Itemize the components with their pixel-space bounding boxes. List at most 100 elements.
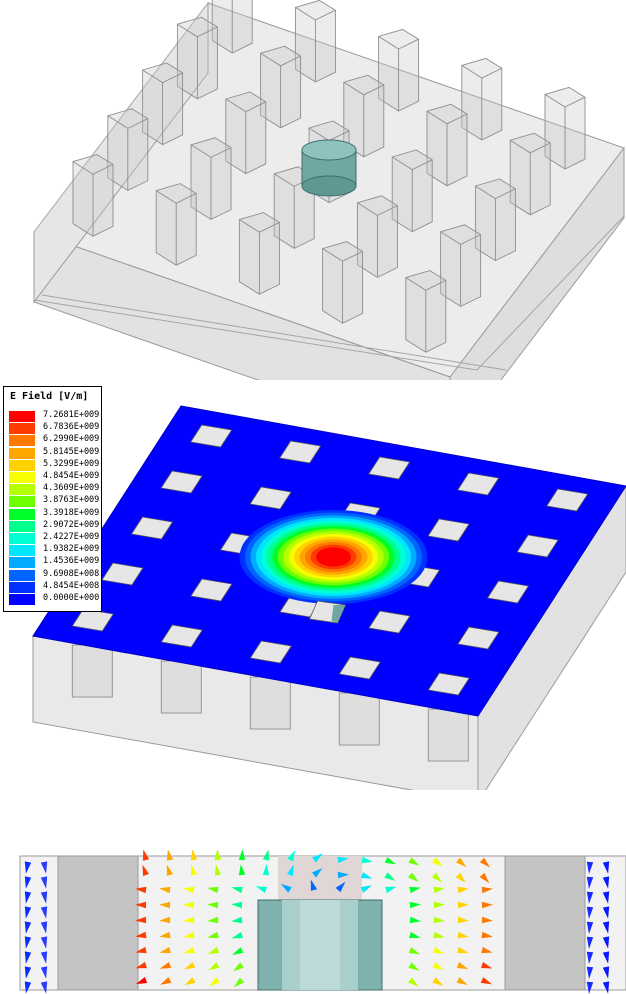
geometry-view[interactable]	[0, 0, 626, 380]
field-arrow	[208, 962, 220, 971]
field-arrow	[238, 850, 246, 861]
field-arrow	[24, 951, 32, 964]
field-arrow	[233, 977, 245, 988]
legend-swatch	[9, 594, 35, 605]
via-hole	[160, 624, 203, 648]
field-arrow	[360, 885, 372, 893]
field-arrow	[337, 871, 349, 879]
field-arrow	[231, 901, 243, 909]
field-arrow	[409, 916, 421, 924]
field-plot-view[interactable]	[0, 380, 626, 790]
via-post	[190, 137, 232, 220]
via-post	[378, 28, 420, 112]
field-arrow	[481, 946, 493, 954]
via-hole	[249, 640, 292, 664]
field-arrow	[184, 977, 196, 986]
edge-line	[33, 215, 625, 371]
via-post	[176, 16, 218, 100]
field-arrow	[183, 886, 195, 894]
legend-row: 5.8145E+009	[9, 447, 99, 459]
field-arrow	[287, 850, 296, 862]
substrate-right-face	[449, 146, 625, 380]
field-arrow	[586, 981, 594, 994]
substrate-wireframe	[33, 0, 625, 380]
field-arrow	[24, 876, 32, 889]
field-arrow	[160, 977, 172, 985]
field-arrow	[207, 916, 219, 924]
legend-value: 4.8454E+008	[43, 580, 100, 591]
field-arrow	[384, 872, 396, 881]
field-arrow	[456, 977, 468, 985]
via-post	[426, 103, 468, 187]
via-post	[343, 74, 385, 158]
legend-swatch	[9, 496, 35, 508]
legend-value: 5.3299E+009	[43, 458, 100, 469]
field-arrow	[135, 946, 147, 954]
legend-value: 3.3918E+009	[43, 507, 100, 518]
via-post	[260, 45, 302, 129]
field-arrow	[231, 886, 243, 894]
legend-swatch	[9, 484, 35, 496]
field-arrow	[40, 921, 48, 934]
field-arrow	[207, 931, 219, 939]
via-hole	[190, 578, 233, 602]
field-arrow	[408, 962, 420, 971]
field-arrow	[135, 886, 147, 894]
field-arrow	[310, 879, 318, 891]
legend-row: 6.2990E+009	[9, 434, 99, 447]
feed-cylinder-highlight	[300, 900, 340, 990]
field-arrow	[360, 872, 373, 879]
via-hole	[516, 534, 559, 558]
field-arrow	[481, 931, 493, 939]
field-arrow	[409, 886, 421, 894]
field-arrow	[166, 850, 174, 861]
legend-swatch	[9, 569, 35, 581]
field-arrow	[262, 864, 270, 876]
via-post	[294, 0, 336, 83]
field-arrow	[481, 901, 493, 909]
field-arrow	[40, 876, 48, 889]
via-hole	[427, 518, 470, 542]
field-arrow	[159, 962, 172, 969]
field-arrow	[183, 901, 195, 909]
field-arrow	[480, 977, 493, 985]
field-arrow	[142, 864, 149, 876]
vector-field-view[interactable]	[0, 850, 626, 994]
field-arrow	[456, 962, 469, 970]
field-arrow	[40, 951, 48, 964]
via-post	[405, 270, 447, 353]
via-hole	[130, 516, 174, 540]
field-arrow	[433, 901, 445, 909]
legend-row: 5.3299E+009	[9, 458, 100, 471]
legend-swatch	[9, 411, 35, 422]
field-arrow	[602, 891, 610, 904]
field-arrow	[40, 936, 48, 949]
legend-value: 2.9072E+009	[43, 519, 100, 530]
field-arrow	[135, 977, 148, 985]
field-overlay	[32, 405, 626, 790]
field-arrow	[479, 872, 490, 884]
field-arrow	[457, 901, 469, 909]
legend-swatch	[9, 520, 35, 532]
legend-value: 7.2681E+009	[43, 410, 100, 420]
field-contour	[316, 547, 351, 567]
via-hole	[457, 472, 500, 496]
field-arrow	[432, 947, 445, 954]
field-arrow	[238, 864, 246, 876]
field-arrow	[337, 856, 349, 864]
field-arrow	[312, 853, 323, 863]
field-arrow	[479, 857, 491, 868]
via-post	[72, 154, 114, 237]
post-section-left	[57, 855, 139, 991]
legend-row: 6.7836E+009	[9, 422, 99, 435]
via-hole	[546, 488, 589, 512]
via-post	[225, 91, 267, 175]
field-arrow	[40, 981, 48, 994]
field-arrow	[135, 931, 147, 939]
field-arrow	[586, 966, 594, 979]
field-arrow	[335, 881, 346, 893]
field-arrow	[602, 966, 610, 979]
edge-line	[41, 294, 507, 371]
field-arrow	[159, 931, 171, 939]
field-arrow	[287, 864, 294, 877]
